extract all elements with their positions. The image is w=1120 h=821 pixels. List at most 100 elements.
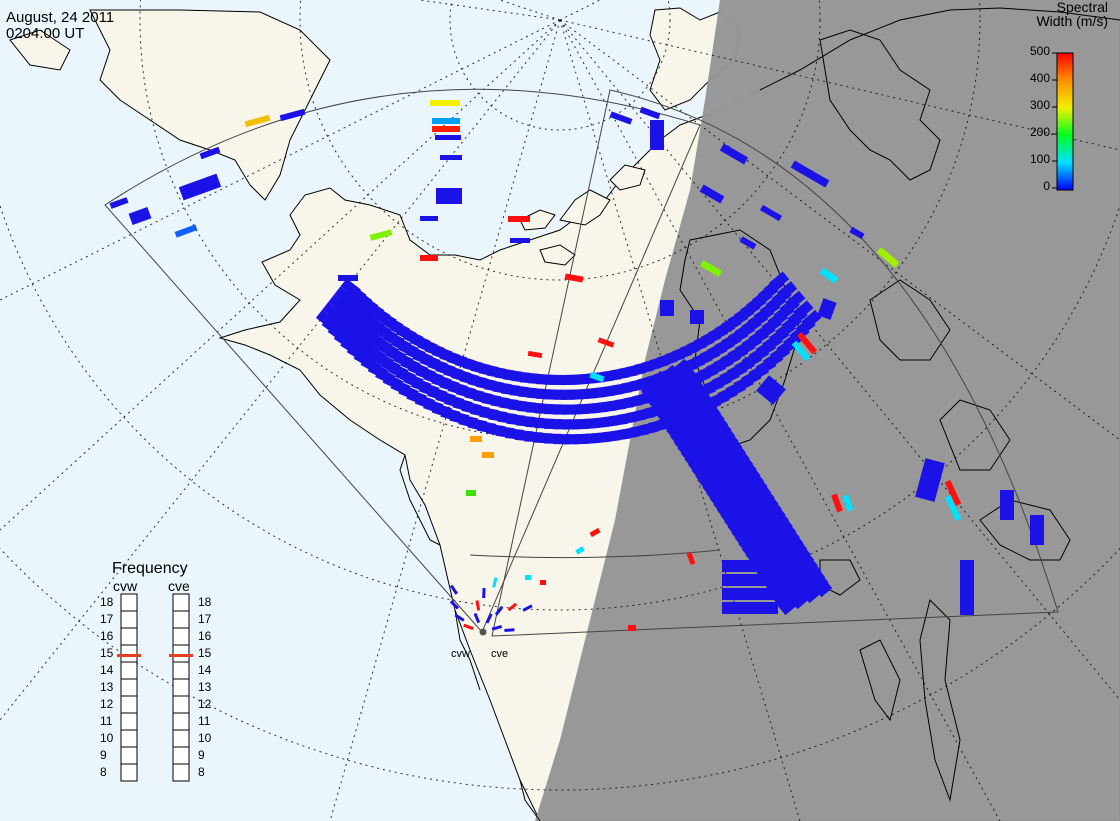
echo-cell — [758, 574, 778, 586]
echo-cell — [781, 528, 800, 547]
echo-cell — [709, 415, 729, 434]
echo-cell — [522, 604, 533, 612]
echo-cell — [738, 460, 757, 479]
frequency-cell — [120, 763, 138, 782]
time-label: 0204:00 UT — [6, 25, 85, 42]
echo-cell — [777, 281, 798, 301]
echo-cell — [432, 126, 460, 132]
frequency-label-right: 11 — [198, 714, 211, 728]
echo-cell — [915, 458, 945, 502]
echo-cell — [793, 300, 814, 320]
echo-cell — [639, 106, 661, 120]
site-label-cvw: cvw — [451, 648, 470, 660]
colorbar-tick-200: 200 — [1029, 125, 1050, 139]
echo-cell — [475, 600, 481, 611]
echo-cell — [719, 143, 749, 165]
echo-cell — [688, 381, 707, 400]
echo-cell — [741, 466, 761, 485]
radar-site-marker — [479, 628, 487, 636]
echo-cell — [791, 340, 811, 362]
latitude-grid — [0, 0, 1120, 791]
echo-cell — [960, 560, 974, 615]
coastline-detail — [399, 454, 541, 821]
echo-cell — [1030, 515, 1044, 545]
echo-cell — [684, 375, 703, 395]
echo-cell — [740, 602, 760, 614]
echo-cell — [466, 490, 476, 496]
echo-cell — [492, 577, 498, 588]
frequency-label-right: 10 — [198, 731, 212, 745]
frequency-cell — [172, 678, 190, 697]
frequency-label-right: 12 — [198, 697, 212, 711]
frequency-radar-cve: cve — [168, 578, 190, 594]
frequency-cell — [172, 763, 190, 782]
frequency-label-left: 10 — [100, 731, 114, 745]
echo-cell — [758, 588, 778, 600]
echo-cell — [1000, 490, 1014, 520]
echo-cell — [785, 290, 806, 310]
frequency-cell — [120, 678, 138, 697]
echo-cell — [463, 623, 474, 630]
echo-cell — [745, 471, 765, 490]
echo-cell — [758, 602, 778, 614]
echo-cell — [724, 437, 743, 457]
echo-cell — [279, 108, 306, 122]
echo-cell — [589, 527, 601, 538]
echo-cell — [756, 488, 775, 507]
echo-cell — [749, 477, 768, 496]
echo-cell — [801, 310, 822, 330]
small-island — [9, 29, 71, 71]
frequency-label-right: 15 — [198, 646, 212, 660]
colorbar-tick-300: 300 — [1029, 98, 1050, 112]
frequency-cell — [120, 644, 138, 663]
frequency-label-right: 17 — [198, 612, 212, 626]
frequency-label-left: 12 — [100, 697, 114, 711]
echo-cell — [564, 273, 584, 283]
frequency-label-left: 11 — [100, 714, 113, 728]
frequency-cell — [172, 661, 190, 680]
colorbar — [1056, 52, 1074, 191]
frequency-label-left: 14 — [100, 663, 114, 677]
frequency-cell — [172, 644, 190, 663]
echo-cell — [740, 560, 760, 572]
colorbar-tick-400: 400 — [1029, 71, 1050, 85]
echo-cell — [504, 628, 515, 632]
frequency-label-right: 14 — [198, 663, 212, 677]
frequency-label-left: 16 — [100, 629, 114, 643]
frequency-cell — [172, 610, 190, 629]
frequency-label-left: 18 — [100, 595, 114, 609]
echo-cell — [842, 494, 854, 512]
echo-cell — [706, 409, 725, 428]
echo-cell — [803, 561, 822, 581]
echo-cell — [785, 533, 804, 552]
echo-cell — [525, 575, 531, 580]
echo-cell — [650, 120, 664, 150]
echo-cell — [849, 226, 865, 240]
frequency-cell — [172, 746, 190, 765]
colorbar-tick-500: 500 — [1029, 44, 1050, 58]
echo-cell — [813, 578, 833, 598]
echo-cell — [449, 600, 460, 610]
echo-cell — [432, 118, 460, 124]
echo-cell — [795, 550, 815, 569]
arctic-islands — [519, 7, 741, 266]
echo-cell — [482, 587, 486, 599]
frequency-cell — [172, 729, 190, 748]
echo-cell — [491, 625, 503, 631]
echo-cell — [680, 370, 700, 389]
echo-cell — [589, 371, 605, 383]
echo-cell — [758, 560, 778, 572]
echo-cell — [713, 420, 732, 440]
frequency-label-right: 9 — [198, 748, 205, 762]
echo-cell — [777, 522, 797, 541]
echo-cell — [699, 184, 725, 204]
echo-cell — [698, 398, 718, 417]
echo-cell — [722, 602, 742, 614]
echo-cell — [831, 493, 843, 513]
colorbar-title-line2: Width (m/s) — [1036, 13, 1108, 29]
echo-cell — [763, 499, 782, 519]
colorbar-title: Spectral Width (m/s) — [1036, 0, 1108, 28]
echo-cell — [720, 432, 739, 451]
echo-cell — [508, 216, 530, 222]
